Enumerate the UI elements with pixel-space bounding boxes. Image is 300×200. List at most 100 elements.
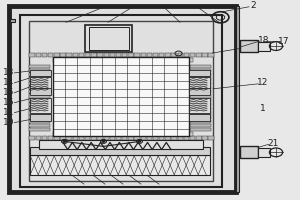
Bar xyxy=(162,132,167,136)
Bar xyxy=(29,82,50,85)
Bar xyxy=(122,53,128,57)
Bar xyxy=(60,136,66,140)
Bar xyxy=(190,111,211,115)
Circle shape xyxy=(63,141,66,142)
Text: 18: 18 xyxy=(258,36,269,45)
Bar xyxy=(202,53,208,57)
Bar xyxy=(190,115,211,119)
Bar xyxy=(103,53,109,57)
Bar xyxy=(190,98,211,102)
Bar xyxy=(48,53,53,57)
Text: 21: 21 xyxy=(267,139,279,148)
Bar xyxy=(29,103,50,106)
Bar xyxy=(130,132,135,136)
Bar xyxy=(29,53,35,57)
Bar xyxy=(29,128,50,131)
Bar xyxy=(141,136,146,140)
Bar xyxy=(88,27,129,50)
Bar xyxy=(30,77,51,92)
Bar xyxy=(36,53,41,57)
Bar xyxy=(79,136,84,140)
Bar xyxy=(59,132,64,136)
Text: 10: 10 xyxy=(3,118,15,127)
Bar xyxy=(73,136,78,140)
Bar xyxy=(97,136,103,140)
Bar xyxy=(236,6,238,192)
Bar xyxy=(42,136,47,140)
Bar xyxy=(165,136,171,140)
Bar xyxy=(190,73,211,76)
Bar xyxy=(147,136,152,140)
Bar xyxy=(72,58,77,62)
Bar xyxy=(190,120,211,123)
Bar xyxy=(110,136,115,140)
Bar xyxy=(72,132,77,136)
Bar xyxy=(190,136,195,140)
Bar xyxy=(189,77,210,92)
Bar xyxy=(190,90,211,93)
Bar xyxy=(103,136,109,140)
Bar xyxy=(175,132,180,136)
Bar xyxy=(52,58,58,62)
Bar xyxy=(258,148,270,157)
Bar xyxy=(168,58,174,62)
Bar xyxy=(258,42,270,51)
Bar xyxy=(175,58,180,62)
Bar xyxy=(65,58,71,62)
Bar xyxy=(30,147,210,155)
Bar xyxy=(189,70,210,76)
Bar xyxy=(29,94,50,98)
Bar xyxy=(98,58,103,62)
Bar xyxy=(116,136,121,140)
Bar xyxy=(189,88,210,95)
Bar xyxy=(39,140,202,149)
Bar xyxy=(110,53,115,57)
Bar xyxy=(110,58,116,62)
Bar xyxy=(91,53,97,57)
Bar xyxy=(104,58,109,62)
Bar xyxy=(29,69,50,72)
Bar xyxy=(190,103,211,106)
Bar xyxy=(196,53,202,57)
Bar xyxy=(30,88,51,95)
Bar xyxy=(208,53,214,57)
Bar xyxy=(130,58,135,62)
Bar xyxy=(189,98,210,113)
Bar xyxy=(178,53,183,57)
Bar xyxy=(29,73,50,76)
Bar xyxy=(149,132,154,136)
Bar xyxy=(117,132,122,136)
Bar xyxy=(52,57,189,136)
Bar xyxy=(136,58,142,62)
Bar xyxy=(98,132,103,136)
Bar xyxy=(155,132,161,136)
Bar xyxy=(240,40,258,52)
Bar xyxy=(190,69,211,72)
Bar xyxy=(149,58,154,62)
Bar xyxy=(190,65,211,68)
Bar xyxy=(190,82,211,85)
Bar xyxy=(29,98,50,102)
Bar xyxy=(128,136,134,140)
Bar xyxy=(190,53,195,57)
Bar xyxy=(48,136,53,140)
Bar xyxy=(91,58,97,62)
Bar xyxy=(85,136,90,140)
Bar xyxy=(85,132,90,136)
Bar xyxy=(147,53,152,57)
Bar xyxy=(178,136,183,140)
Bar xyxy=(122,136,128,140)
Bar xyxy=(29,120,50,123)
Bar xyxy=(67,53,72,57)
Bar xyxy=(134,136,140,140)
Bar xyxy=(190,77,211,81)
Bar xyxy=(91,136,97,140)
Bar xyxy=(190,128,211,131)
Bar xyxy=(134,53,140,57)
Bar xyxy=(79,53,84,57)
Circle shape xyxy=(102,141,105,142)
Text: 11: 11 xyxy=(3,108,15,117)
Text: 1: 1 xyxy=(260,104,266,113)
Bar xyxy=(184,136,189,140)
Bar xyxy=(123,132,129,136)
